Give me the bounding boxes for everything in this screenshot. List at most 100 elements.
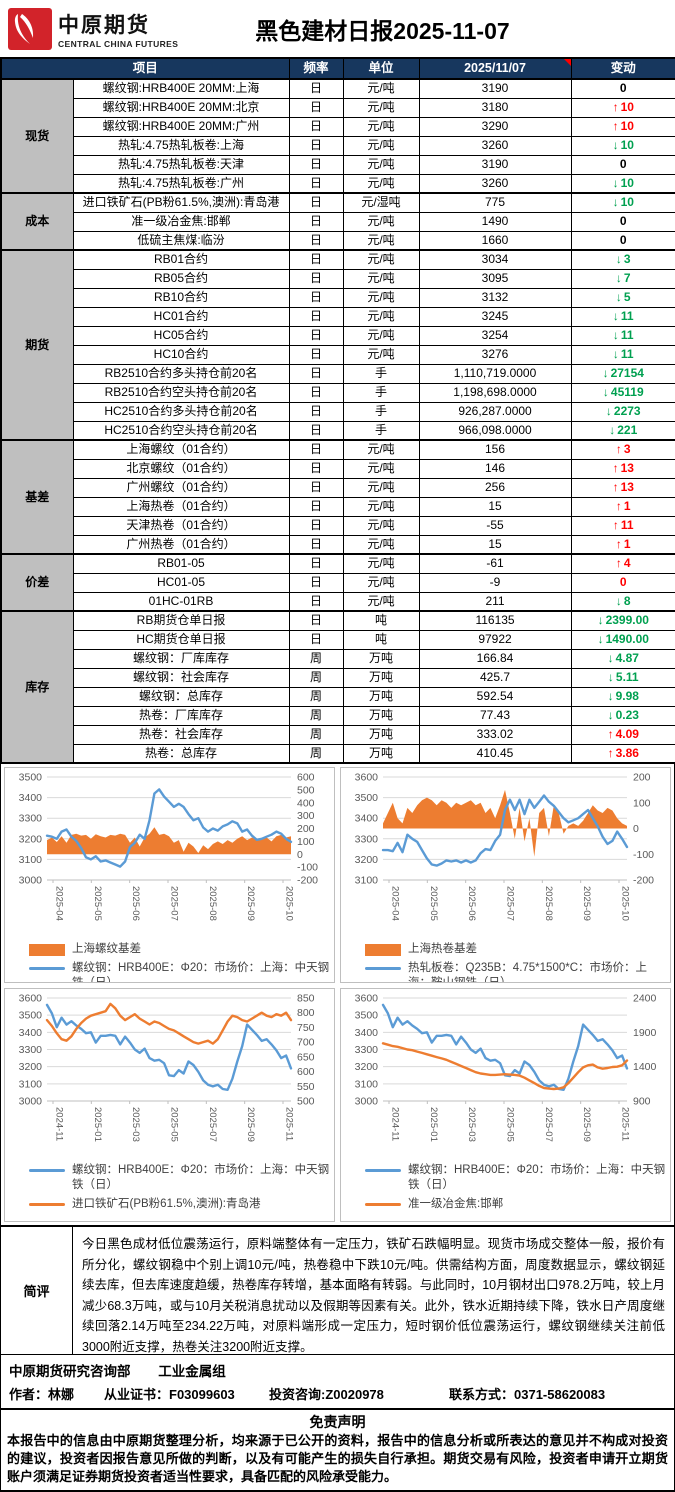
- line-swatch-icon: [29, 967, 65, 970]
- unit-cell: 元/吨: [342, 116, 420, 137]
- frequency-cell: 日: [288, 439, 344, 460]
- chart-cell: 3000 3100 3200 3300 3400 3500 -200 -100 0 100 200 3…: [4, 767, 335, 983]
- table-row: HC10合约日元/吨 3276 ↓ 11: [1, 344, 675, 365]
- table-row: 天津热卷（01合约）日元/吨 -55 ↑ 11: [1, 515, 675, 536]
- x-axis-tick-label: 2025-08: [543, 886, 554, 921]
- svg-text:1900: 1900: [633, 1027, 657, 1039]
- down-arrow-icon: ↓: [607, 689, 614, 703]
- frequency-cell: 周: [288, 667, 344, 688]
- x-axis-tick-label: 2025-09: [581, 1107, 592, 1142]
- down-arrow-icon: ↓: [615, 593, 622, 608]
- department-name: 中原期货研究咨询部: [9, 1364, 131, 1379]
- change-cell: ↑ 13: [570, 458, 675, 479]
- frequency-cell: 日: [288, 78, 344, 99]
- column-header-change: 变动: [570, 57, 675, 80]
- change-value: 4: [623, 556, 631, 571]
- svg-text:600: 600: [297, 1066, 315, 1078]
- unit-cell: 元/吨: [342, 553, 420, 574]
- svg-text:3400: 3400: [355, 1027, 379, 1039]
- up-arrow-icon: ↑: [612, 100, 619, 114]
- line-series: [45, 1003, 293, 1091]
- svg-text:1400: 1400: [633, 1061, 657, 1073]
- table-row: HC05合约日元/吨 3254 ↓ 11: [1, 325, 675, 346]
- change-value: 3: [623, 252, 631, 267]
- svg-text:3600: 3600: [355, 772, 379, 784]
- change-cell: 0: [570, 230, 675, 251]
- unit-cell: 元/吨: [342, 154, 420, 175]
- chart-cell: 3000 3100 3200 3300 3400 3500 3600 500 550 600 650…: [4, 988, 335, 1222]
- value-cell: 97922: [418, 629, 572, 650]
- unit-cell: 万吨: [342, 648, 420, 669]
- unit-cell: 元/吨: [342, 325, 420, 346]
- table-row: 热轧:4.75热轧板卷:天津日元/吨 3190 0: [1, 154, 675, 175]
- value-cell: 3132: [418, 287, 572, 308]
- frequency-cell: 日: [288, 610, 344, 631]
- up-arrow-icon: ↑: [615, 442, 622, 457]
- price-table-body: 现货 螺纹钢:HRB400E 20MM:上海日元/吨 3190 0 螺纹钢:HRB400…: [0, 78, 675, 764]
- x-axis-tick-label: 2025-08: [207, 886, 218, 921]
- legend-label: 螺纹钢：HRB400E：Φ20：市场价：上海：中天钢铁（日）: [72, 1164, 330, 1191]
- x-axis-tick-label: 2025-07: [207, 1107, 218, 1142]
- svg-text:3000: 3000: [19, 875, 43, 887]
- down-arrow-icon: ↓: [607, 651, 614, 665]
- column-header-unit: 单位: [342, 57, 420, 80]
- svg-text:3100: 3100: [19, 854, 43, 866]
- chart-legend: 上海热卷基差 热轧板卷：Q235B：4.75*1500*C：市场价：上海：鞍山钢铁…: [341, 942, 670, 982]
- chart-legend: 螺纹钢：HRB400E：Φ20：市场价：上海：中天钢铁（日） 准一级冶金焦:邯郸: [341, 1163, 670, 1212]
- item-cell: HC01-05: [72, 572, 290, 593]
- table-row: 热卷：社会库存周万吨 333.02 ↑ 4.09: [1, 724, 675, 745]
- change-cell: ↓ 5: [570, 287, 675, 308]
- table-row: 库存 RB期货仓单日报日吨 116135 ↓ 2399.00: [0, 610, 675, 764]
- item-cell: 上海热卷（01合约）: [72, 496, 290, 517]
- item-cell: 螺纹钢：社会库存: [72, 667, 290, 688]
- table-row: RB10合约日元/吨 3132 ↓ 5: [1, 287, 675, 308]
- x-axis-tick-label: 2025-07: [169, 886, 180, 921]
- area-series: [383, 789, 627, 857]
- line-swatch-icon: [365, 1203, 401, 1206]
- change-cell: ↓ 27154: [570, 363, 675, 384]
- x-axis-tick-label: 2025-09: [245, 886, 256, 921]
- value-cell: -61: [418, 553, 572, 574]
- change-value: 13: [620, 461, 634, 475]
- svg-text:3200: 3200: [355, 854, 379, 866]
- change-cell: ↑ 3.86: [570, 743, 675, 764]
- svg-text:3100: 3100: [19, 1078, 43, 1090]
- change-cell: ↓ 2273: [570, 401, 675, 422]
- down-arrow-icon: ↓: [612, 175, 619, 190]
- x-axis-tick-label: 2025-01: [92, 1107, 103, 1142]
- line-series: [381, 794, 629, 867]
- svg-text:3100: 3100: [355, 1078, 379, 1090]
- frequency-cell: 日: [288, 344, 344, 365]
- commentary-text: 今日黑色成材低位震荡运行，原料端整体有一定压力，铁矿石跌幅明显。现货市场成交整体…: [82, 1237, 665, 1354]
- page-title: 黑色建材日报2025-11-07: [255, 17, 510, 44]
- legend-label: 上海热卷基差: [408, 943, 477, 955]
- value-cell: 592.54: [418, 686, 572, 707]
- change-value: 10: [620, 119, 634, 133]
- chart-plot: 3000 3100 3200 3300 3400 3500 -200-10001002003…: [19, 772, 319, 921]
- unit-cell: 元/吨: [342, 135, 420, 156]
- change-cell: ↓ 3: [570, 249, 675, 270]
- value-cell: 926,287.0000: [418, 401, 572, 422]
- down-arrow-icon: ↓: [615, 271, 622, 285]
- change-value: 3: [623, 442, 631, 457]
- change-cell: ↑ 13: [570, 477, 675, 498]
- change-cell: ↑ 1: [570, 534, 675, 555]
- value-cell: 3034: [418, 249, 572, 270]
- frequency-cell: 日: [288, 116, 344, 137]
- frequency-cell: 日: [288, 401, 344, 422]
- change-value: 221: [617, 422, 638, 437]
- line-swatch-icon: [365, 1169, 401, 1172]
- table-row: HC01合约日元/吨 3245 ↓ 11: [1, 306, 675, 327]
- value-cell: 3260: [418, 135, 572, 156]
- frequency-cell: 日: [288, 97, 344, 118]
- company-name-cn: 中原期货: [58, 12, 150, 37]
- report-footer: 中原期货研究咨询部 工业金属组 作者：林娜 从业证书：F03099603 投资咨…: [0, 1355, 675, 1408]
- down-arrow-icon: ↓: [602, 385, 609, 399]
- table-row: 01HC-01RB 日元/吨 211 ↓ 8: [1, 591, 675, 612]
- area-series: [47, 827, 291, 855]
- company-name-en: CENTRAL CHINA FUTURES: [58, 38, 179, 49]
- category-cell: 成本: [0, 192, 74, 251]
- down-arrow-icon: ↓: [615, 252, 622, 267]
- line-swatch-icon: [365, 967, 401, 970]
- change-cell: ↑ 10: [570, 116, 675, 137]
